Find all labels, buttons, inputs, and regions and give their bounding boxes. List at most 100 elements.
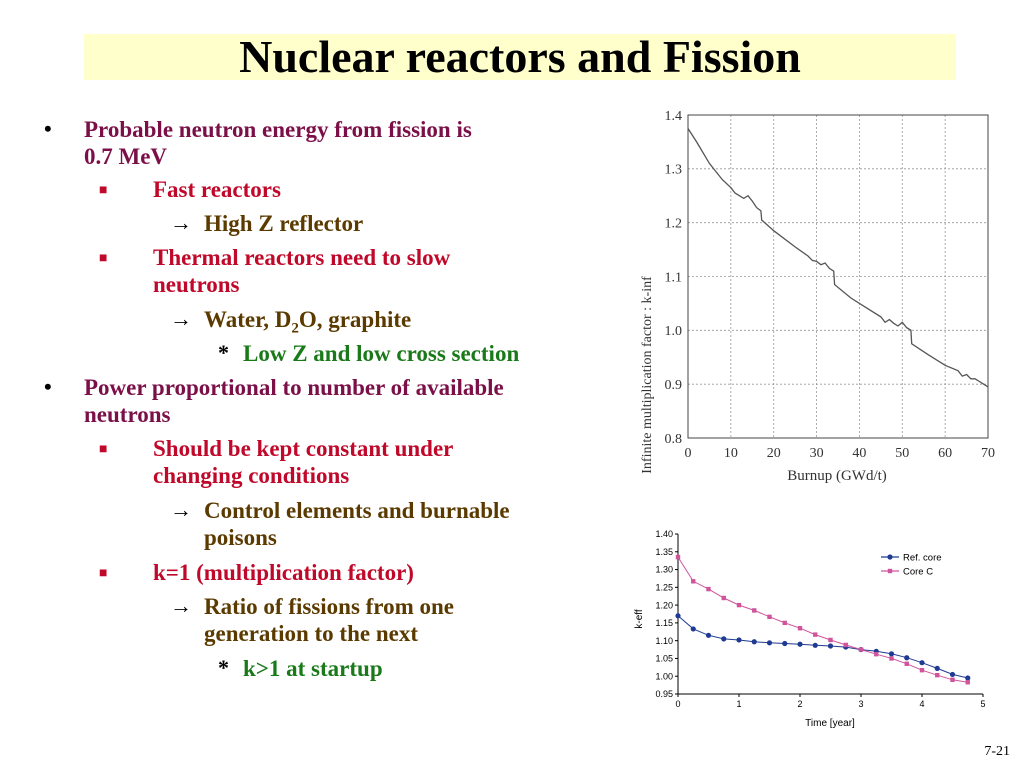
series-line-1 [677,615,968,679]
x-axis-label: Burnup (GWd/t) [787,468,887,484]
bullet-2-sub-2-arrow: Ratio of fissions from one [204,594,455,619]
y-tick-label: 0.8 [665,432,683,447]
y-tick-label: 1.35 [655,547,673,557]
y-tick-label: 0.95 [655,689,673,699]
square-marker: ■ [99,442,108,457]
data-point [752,608,757,613]
slide-title: Nuclear reactors and Fission [239,31,801,82]
series-line-1 [687,128,989,388]
legend-label: Ref. core [903,553,942,564]
bullet-2-sub-1-cont: changing conditions [153,463,350,488]
bullet-2-sub-1-arrow: Control elements and burnable [204,498,510,523]
data-point [705,632,712,638]
x-tick-label: 4 [919,699,924,709]
bullet-1-sub-1-arrow: High Z reflector [204,211,364,236]
data-point [675,613,681,619]
x-tick-label: 70 [981,446,995,461]
data-point [721,636,727,642]
y-tick-label: 1.10 [655,636,673,646]
data-point [965,680,970,685]
y-tick-label: 1.05 [655,654,673,664]
arrow-icon: → [170,306,192,331]
x-tick-label: 40 [852,446,866,461]
y-tick-label: 1.1 [665,270,683,285]
y-tick-label: 1.30 [655,565,673,575]
bullet-list: • Probable neutron energy from fission i… [44,116,520,681]
plot-frame [687,114,989,439]
y-tick-label: 1.20 [655,600,673,610]
bullet-2-note: k>1 at startup [243,656,383,681]
bullet-marker: • [44,116,52,141]
data-point [827,643,834,649]
bullet-1-sub-1: Fast reactors [153,177,281,202]
y-axis-label: k-eff [634,609,645,628]
bullet-1: Probable neutron energy from fission is [84,117,472,142]
data-point [706,586,711,592]
bullet-2-cont: neutrons [84,402,171,427]
x-axis-label: Time [year] [805,718,855,729]
data-point [675,554,681,560]
x-tick-label: 5 [980,699,985,709]
square-marker: ■ [99,183,108,198]
y-tick-label: 1.00 [655,671,673,681]
arrow-icon: → [170,593,192,618]
data-point [935,672,940,678]
legend-marker [887,554,893,560]
data-point [782,640,788,647]
square-marker: ■ [99,251,108,266]
title-highlight [84,34,956,80]
arrow-icon: → [170,210,192,235]
data-point [858,647,864,652]
data-point [874,651,879,657]
bullet-1-note: Low Z and low cross section [243,341,520,366]
x-tick-label: 60 [938,446,952,461]
x-tick-label: 50 [895,446,909,461]
data-point [691,579,696,584]
x-tick-label: 1 [736,699,741,709]
x-tick-label: 0 [675,699,680,709]
bullet-1-sub-2: Thermal reactors need to slow [153,245,451,270]
bullet-2: Power proportional to number of availabl… [84,375,504,400]
data-point [767,614,772,620]
bullet-1-sub-2-arrow: Water, D2O, graphite [204,307,412,337]
y-tick-label: 1.2 [665,217,683,232]
bullet-2-sub-1: Should be kept constant under [153,436,454,461]
x-tick-label: 0 [685,446,692,461]
y-tick-label: 0.9 [665,378,683,393]
star-marker: * [218,340,229,365]
x-tick-label: 20 [767,446,781,461]
data-point [965,675,971,681]
data-point [888,651,895,657]
data-point [919,667,925,673]
y-tick-label: 1.0 [665,324,683,339]
page-number: 7-21 [984,744,1010,759]
bullet-1-sub-2-cont: neutrons [153,272,240,297]
data-point [751,639,757,645]
data-point [904,655,910,661]
y-tick-label: 1.3 [665,163,683,178]
data-point [813,632,818,637]
data-point [904,661,909,666]
arrow-icon: → [170,497,192,522]
data-point [782,620,787,626]
data-point [934,665,940,671]
y-tick-label: 1.4 [665,109,683,124]
data-point [766,640,773,646]
legend-marker [887,568,893,574]
star-marker: * [218,655,229,680]
x-tick-label: 2 [797,699,802,709]
data-point [797,641,803,647]
data-point [736,637,742,643]
kinf-burnup-chart: Infinite multiplication factor : k-inf B… [640,109,995,484]
data-point [812,642,818,648]
bullet-2-sub-2-arrow-cont: generation to the next [204,621,418,646]
y-tick-label: 1.25 [655,582,673,592]
y-axis-label: Infinite multiplication factor : k-inf [640,276,655,474]
legend-label: Core C [903,567,933,578]
data-point [950,677,955,682]
x-tick-label: 30 [810,446,824,461]
square-marker: ■ [99,566,108,581]
data-point [843,642,848,648]
data-point [889,656,894,661]
data-point [690,626,696,632]
